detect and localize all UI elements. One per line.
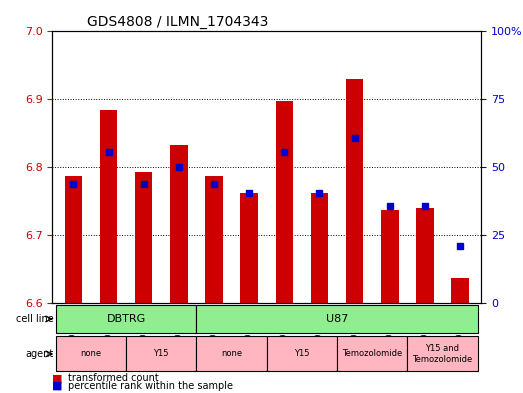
Text: GDS4808 / ILMN_1704343: GDS4808 / ILMN_1704343	[87, 15, 268, 29]
Text: ■: ■	[52, 381, 63, 391]
Text: ■: ■	[52, 373, 63, 383]
Text: Temozolomide: Temozolomide	[342, 349, 402, 358]
Text: none: none	[81, 349, 101, 358]
Text: cell line: cell line	[16, 314, 54, 324]
Bar	[135, 172, 153, 303]
Text: DBTRG: DBTRG	[107, 314, 146, 324]
Text: percentile rank within the sample: percentile rank within the sample	[68, 381, 233, 391]
FancyBboxPatch shape	[267, 336, 337, 371]
Bar	[65, 176, 82, 303]
Text: U87: U87	[326, 314, 348, 324]
Text: none: none	[221, 349, 242, 358]
Text: Y15: Y15	[294, 349, 310, 358]
Bar	[100, 110, 117, 303]
Bar	[381, 210, 399, 303]
Bar	[276, 101, 293, 303]
Bar	[241, 193, 258, 303]
Bar	[451, 278, 469, 303]
FancyBboxPatch shape	[56, 305, 197, 333]
Bar	[346, 79, 363, 303]
FancyBboxPatch shape	[126, 336, 197, 371]
Text: Y15 and
Temozolomide: Y15 and Temozolomide	[412, 344, 473, 364]
Text: agent: agent	[26, 349, 54, 359]
Bar	[205, 176, 223, 303]
FancyBboxPatch shape	[337, 336, 407, 371]
Bar	[311, 193, 328, 303]
FancyBboxPatch shape	[56, 336, 126, 371]
Bar	[170, 145, 188, 303]
Text: transformed count: transformed count	[68, 373, 159, 383]
FancyBboxPatch shape	[197, 336, 267, 371]
FancyBboxPatch shape	[407, 336, 477, 371]
Text: Y15: Y15	[154, 349, 169, 358]
FancyBboxPatch shape	[197, 305, 477, 333]
Bar	[416, 208, 434, 303]
